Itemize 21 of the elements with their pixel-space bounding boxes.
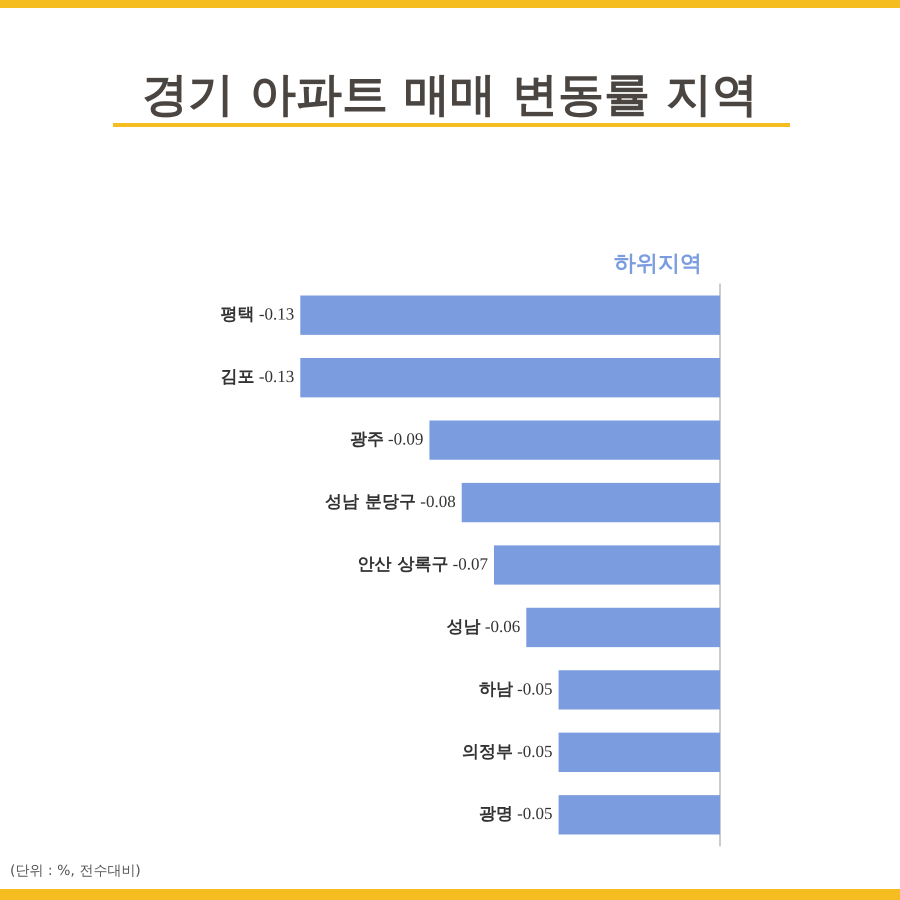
y-tick-label: 안산 상록구 bbox=[357, 554, 448, 574]
data-label: -0.09 bbox=[384, 430, 424, 449]
data-label: -0.13 bbox=[254, 304, 294, 324]
series-label: 하위지역 bbox=[614, 252, 702, 277]
chart-title: 경기 아파트 매매 변동률 지역 bbox=[140, 66, 760, 123]
text: (단위 : %, 전수대비) bbox=[10, 862, 141, 880]
data-label: -0.07 bbox=[448, 554, 488, 574]
y-tick-label: 성남 bbox=[446, 616, 481, 637]
y-tick-label: 광명 bbox=[478, 804, 513, 824]
data-label: -0.05 bbox=[512, 679, 553, 698]
y-tick-label: 하남 bbox=[478, 679, 513, 700]
data-label: -0.05 bbox=[512, 742, 553, 761]
y-tick-label: 평택 bbox=[220, 304, 255, 325]
y-tick-label: 성남 분당구 bbox=[325, 492, 416, 512]
data-label: -0.13 bbox=[254, 367, 294, 386]
y-tick-label: 광주 bbox=[350, 430, 384, 450]
data-label: -0.06 bbox=[480, 616, 520, 636]
y-tick-label: 의정부 bbox=[462, 742, 513, 762]
y-tick-label: 김포 bbox=[220, 367, 255, 388]
data-label: -0.05 bbox=[512, 804, 553, 824]
data-label: -0.08 bbox=[416, 492, 456, 512]
